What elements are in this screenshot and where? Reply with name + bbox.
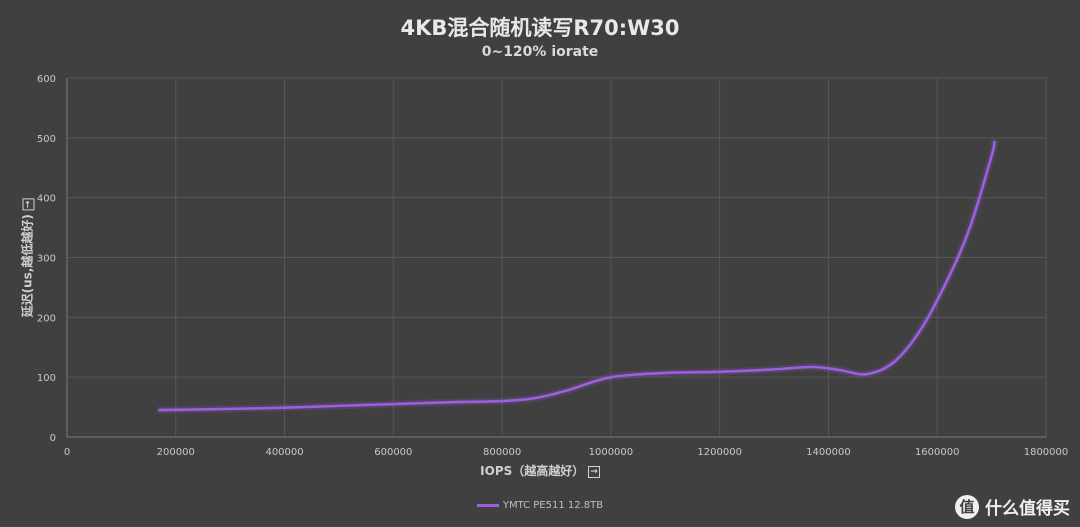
chart-subtitle: 0~120% iorate	[481, 44, 599, 60]
x-tick-label: 400000	[265, 447, 303, 458]
legend-swatch	[476, 503, 499, 507]
x-axis-title-text: IOPS（越高越好）	[480, 464, 585, 478]
x-tick-label: 1600000	[915, 447, 960, 458]
watermark-text: 什么值得买	[985, 499, 1070, 519]
series-line	[158, 140, 996, 412]
y-tick-label: 500	[37, 134, 56, 145]
y-tick-label: 100	[37, 373, 56, 384]
grid-lines	[67, 77, 1047, 437]
tick-labels: 0 200000 400000 600000 800000 1000000 1200000 1…	[37, 74, 1068, 458]
watermark-logo: 值	[955, 494, 979, 519]
y-tick-label: 200	[37, 313, 56, 324]
y-axis-title: 延迟(us,越低越好) →	[19, 198, 36, 318]
x-tick-label: 1800000	[1024, 447, 1069, 458]
x-tick-label: 200000	[157, 447, 195, 458]
x-axis-title: IOPS（越高越好） →	[0, 462, 1080, 479]
y-tick-label: 600	[37, 74, 56, 85]
y-axis-title-text: 延迟(us,越低越好)	[20, 214, 35, 318]
y-tick-label: 300	[37, 254, 56, 265]
chart-title: 4KB混合随机读写R70:W30	[400, 16, 680, 40]
x-tick-label: 600000	[374, 447, 412, 458]
y-tick-label: 0	[50, 433, 56, 444]
axes	[66, 78, 1046, 438]
legend-entry: YMTC PE511 12.8TB	[502, 500, 604, 511]
x-tick-label: 1200000	[697, 447, 742, 458]
x-tick-label: 0	[64, 447, 70, 458]
x-tick-label: 1000000	[589, 447, 634, 458]
arrow-icon: →	[588, 465, 600, 478]
y-tick-label: 400	[37, 194, 56, 205]
x-tick-label: 1400000	[806, 447, 851, 458]
watermark: 值 什么值得买	[955, 494, 1070, 519]
series-lines	[155, 138, 998, 414]
x-tick-label: 800000	[483, 447, 521, 458]
arrow-icon: →	[22, 198, 34, 211]
legend: YMTC PE511 12.8TB	[0, 500, 1080, 511]
